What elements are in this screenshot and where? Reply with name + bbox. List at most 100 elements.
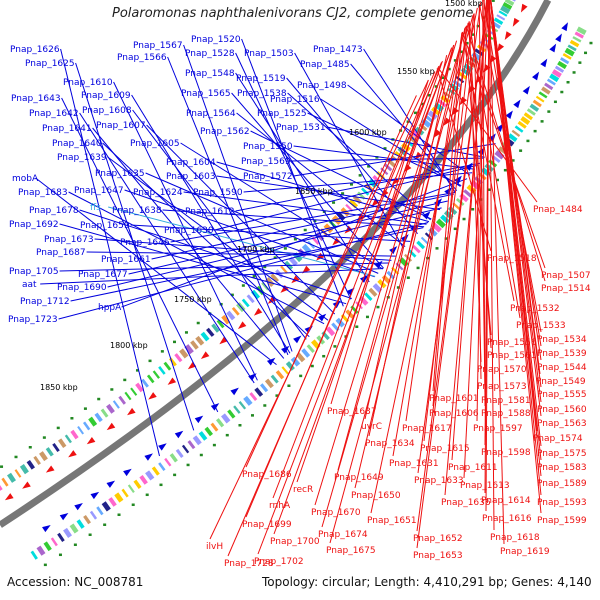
connector-line (250, 130, 432, 220)
gene-label-reverse: Pnap_1575 (537, 449, 587, 459)
gene-label-forward: Pnap_1531 (276, 123, 326, 133)
gene-label-forward: Pnap_1677 (78, 270, 128, 280)
connector-line (235, 162, 481, 212)
connector-line (489, 0, 542, 514)
gene-label-forward: Pnap_1723 (8, 315, 58, 325)
gene-label-reverse: ilvH (206, 542, 223, 552)
connector-line (488, 0, 505, 545)
connector-line (236, 112, 406, 247)
connector-line (209, 79, 429, 540)
connector-line (227, 62, 442, 557)
gene-label-reverse: Pnap_1563 (537, 419, 587, 429)
gene-label-forward: hppA (98, 303, 122, 313)
gene-label-forward: Pnap_1683 (18, 188, 68, 198)
gene-label-reverse: Pnap_1650 (351, 491, 401, 501)
connector-line (131, 94, 291, 354)
gene-label-forward: Pnap_1548 (185, 69, 235, 79)
gene-label-forward: Pnap_1659 (80, 221, 130, 231)
gene-label-forward: Pnap_1643 (11, 94, 61, 104)
connector-line (326, 126, 485, 158)
gene-label-reverse: Pnap_1539 (537, 349, 587, 359)
gene-label-reverse: Pnap_1581 (481, 396, 531, 406)
gene-label-reverse: Pnap_1532 (510, 304, 560, 314)
gene-label-forward: Pnap_1590 (193, 188, 243, 198)
connector-line (86, 251, 396, 257)
connector-line (68, 191, 325, 325)
gene-label-reverse: Pnap_1674 (318, 530, 368, 540)
connector-line (273, 48, 452, 535)
label-connectors (35, 0, 546, 557)
gene-label-forward: Pnap_1630 (164, 226, 214, 236)
gene-label-reverse: Pnap_1649 (334, 473, 384, 483)
connector-line (463, 0, 489, 479)
gene-label-reverse: Pnap_1616 (482, 514, 532, 524)
gene-label-forward: ffs (90, 203, 101, 213)
gene-label-reverse: Pnap_1599 (537, 516, 587, 526)
gene-label-forward: Pnap_1690 (57, 283, 107, 293)
gene-label-reverse: Pnap_1514 (541, 284, 591, 294)
gene-label-forward: Pnap_1566 (117, 53, 167, 63)
gene-label-reverse: Pnap_1619 (500, 547, 550, 557)
gene-label-forward: Pnap_1485 (300, 60, 350, 70)
gene-label-forward: Pnap_1625 (25, 59, 75, 69)
connector-line (58, 222, 429, 320)
gene-label-reverse: Pnap_1611 (448, 463, 498, 473)
gene-label-forward: Pnap_1642 (29, 109, 79, 119)
connector-line (347, 84, 471, 176)
gene-label-reverse: Pnap_1670 (311, 508, 361, 518)
gene-label-forward: Pnap_1564 (186, 109, 236, 119)
connector-line (287, 92, 431, 221)
gene-label-reverse: recR (293, 485, 313, 495)
connector-line (432, 32, 463, 392)
gene-label-forward: Pnap_1678 (29, 206, 79, 216)
gene-label-reverse: Pnap_1544 (537, 363, 587, 373)
connector-line (307, 112, 462, 187)
gene-label-forward: Pnap_1520 (191, 35, 241, 45)
gene-label-reverse: Pnap_1583 (537, 463, 587, 473)
gene-label-reverse: Pnap_1518 (487, 254, 537, 264)
connector-line (124, 189, 375, 278)
gene-label-reverse: uvrC (361, 422, 382, 432)
gene-label-forward: Pnap_1605 (130, 139, 180, 149)
gene-label-forward: Pnap_1569 (241, 157, 291, 167)
connector-line (321, 26, 467, 528)
gene-label-forward: Pnap_1624 (133, 188, 183, 198)
connector-line (231, 92, 384, 269)
gene-label-reverse: Pnap_1560 (537, 405, 587, 415)
gene-label-forward: aat (22, 280, 37, 290)
gene-label-reverse: Pnap_1593 (537, 498, 587, 508)
forward-gene-labels: Pnap_1626 Pnap_1625 Pnap_1567 Pnap_1566 Pnap… (8, 35, 363, 325)
connector-line (314, 40, 458, 506)
connector-line (102, 142, 310, 338)
gene-label-reverse: Pnap_1534 (537, 335, 587, 345)
connector-line (392, 22, 469, 457)
kbp-tick-label: 1700 kbp (237, 245, 275, 254)
accession-label: Accession: NC_008781 (7, 575, 144, 589)
connector-line (121, 178, 468, 308)
gene-label-reverse: Pnap_1597 (473, 424, 523, 434)
connector-line (61, 97, 219, 413)
kbp-tick-label: 1550 kbp (397, 67, 435, 76)
gene-label-reverse: Pnap_1555 (537, 390, 587, 400)
connector-line (59, 223, 347, 305)
gene-label-reverse: Pnap_1588 (481, 409, 531, 419)
gene-label-reverse: Pnap_1618 (490, 533, 540, 543)
gene-label-forward: Pnap_1528 (185, 49, 235, 59)
gene-label-forward: Pnap_1673 (44, 235, 94, 245)
kbp-tick-label: 1500 kbp (445, 0, 483, 8)
gene-label-reverse: Pnap_1570 (477, 365, 527, 375)
connector-line (485, 0, 490, 512)
genome-summary: Topology: circular; Length: 4,410,291 bp… (262, 575, 592, 589)
connector-line (40, 268, 384, 285)
gene-label-forward: mobA (12, 174, 39, 184)
connector-line (92, 127, 285, 359)
gene-label-reverse: Pnap_1636 (441, 498, 491, 508)
kbp-tick-label: 1850 kbp (40, 383, 78, 392)
gene-label-reverse: Pnap_1574 (533, 434, 583, 444)
connector-line (490, 0, 542, 417)
gene-label-reverse: Pnap_1652 (413, 534, 463, 544)
gene-label-forward: Pnap_1638 (112, 206, 162, 216)
gene-label-forward: Pnap_1498 (297, 81, 347, 91)
gene-label-reverse: Pnap_1637 (327, 407, 377, 417)
